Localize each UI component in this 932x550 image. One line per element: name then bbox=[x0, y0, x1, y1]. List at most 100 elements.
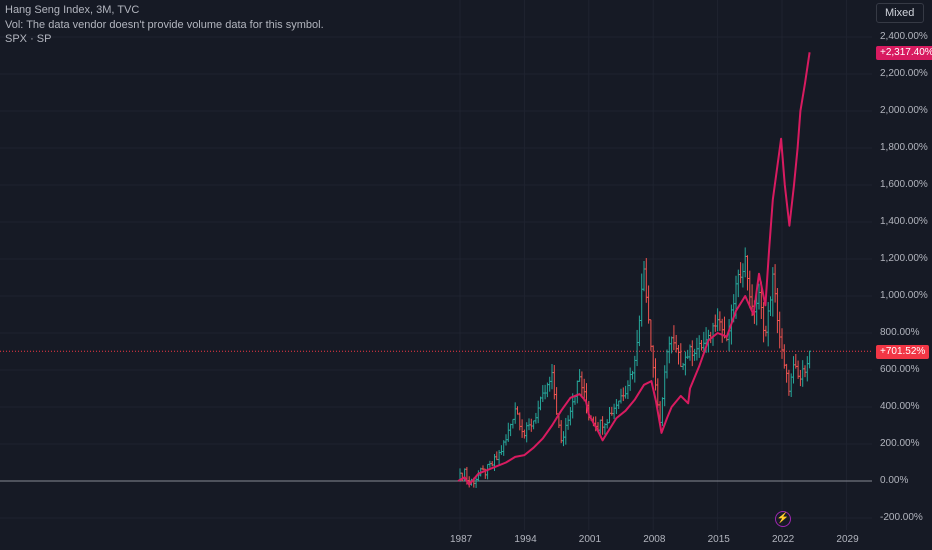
ohlc-bar bbox=[633, 355, 637, 383]
legend-compare-symbol[interactable]: SPX · SP bbox=[5, 33, 52, 45]
y-tick-label: 2,400.00% bbox=[880, 31, 928, 42]
ohlc-bar bbox=[801, 360, 805, 387]
ohlc-bar bbox=[647, 285, 651, 324]
ohlc-bar bbox=[660, 397, 664, 426]
ohlc-bar bbox=[778, 311, 782, 349]
ohlc-bar bbox=[610, 406, 614, 416]
ohlc-bar bbox=[499, 445, 503, 455]
scale-mode-button[interactable]: Mixed bbox=[876, 3, 924, 23]
ohlc-bar bbox=[559, 420, 563, 444]
ohlc-bar bbox=[506, 422, 510, 442]
y-tick-label: 800.00% bbox=[880, 327, 920, 338]
lightning-icon[interactable]: ⚡ bbox=[775, 511, 791, 527]
y-tick-label: 0.00% bbox=[880, 475, 909, 486]
spx-line bbox=[457, 52, 811, 486]
spx-line-group bbox=[457, 52, 811, 486]
ohlc-bar bbox=[672, 325, 676, 351]
ohlc-bar bbox=[743, 247, 747, 278]
hang-seng-bars bbox=[458, 247, 812, 488]
grid bbox=[0, 0, 872, 530]
ohlc-bar bbox=[522, 429, 526, 439]
ohlc-bar bbox=[635, 329, 639, 367]
ohlc-bar bbox=[529, 418, 533, 432]
x-tick-label: 2001 bbox=[578, 534, 602, 545]
ohlc-bar bbox=[764, 325, 768, 337]
ohlc-bar bbox=[564, 417, 568, 445]
x-tick-label: 2029 bbox=[836, 534, 859, 545]
current-price-badge: +701.52% bbox=[876, 345, 930, 359]
ohlc-bar bbox=[718, 311, 722, 331]
ohlc-bar bbox=[773, 264, 777, 303]
ohlc-bar bbox=[674, 334, 678, 353]
ohlc-bar bbox=[488, 460, 492, 468]
ohlc-bar bbox=[617, 400, 621, 409]
ohlc-bar bbox=[762, 302, 766, 343]
ohlc-bar bbox=[700, 340, 703, 351]
ohlc-bar bbox=[805, 356, 809, 382]
ohlc-bar bbox=[568, 407, 572, 426]
ohlc-bar bbox=[566, 415, 570, 430]
y-tick-label: 600.00% bbox=[880, 364, 920, 375]
x-tick-label: 2008 bbox=[643, 534, 666, 545]
ohlc-bar bbox=[575, 380, 579, 404]
ohlc-bar bbox=[697, 335, 701, 358]
x-tick-label: 1994 bbox=[514, 534, 537, 545]
ohlc-bar bbox=[527, 418, 531, 431]
legend-volume-note: Vol: The data vendor doesn't provide vol… bbox=[5, 19, 324, 31]
ohlc-bar bbox=[580, 371, 584, 398]
y-tick-label: 1,600.00% bbox=[880, 179, 928, 190]
ohlc-bar bbox=[654, 358, 657, 391]
x-tick-label: 2022 bbox=[772, 534, 795, 545]
ohlc-bar bbox=[665, 349, 669, 379]
ohlc-bar bbox=[550, 363, 554, 390]
ohlc-bar bbox=[736, 269, 740, 298]
ohlc-bar bbox=[677, 344, 680, 365]
ohlc-bar bbox=[539, 396, 542, 411]
ohlc-bar bbox=[612, 403, 616, 420]
ohlc-bar bbox=[486, 463, 490, 480]
ohlc-bar bbox=[798, 370, 802, 387]
ohlc-bar bbox=[741, 263, 745, 288]
ohlc-bar bbox=[608, 407, 611, 424]
spx-price-badge: +2,317.40% bbox=[876, 46, 932, 60]
ohlc-bar bbox=[509, 423, 513, 437]
y-tick-label: 1,800.00% bbox=[880, 142, 928, 153]
y-tick-label: 200.00% bbox=[880, 438, 920, 449]
ohlc-bar bbox=[663, 365, 667, 407]
ohlc-bar bbox=[532, 420, 536, 430]
ohlc-bar bbox=[548, 376, 552, 392]
ohlc-bar bbox=[746, 255, 749, 291]
ohlc-bar bbox=[513, 402, 517, 424]
ohlc-bar bbox=[578, 369, 582, 382]
ohlc-bar bbox=[536, 400, 540, 424]
ohlc-bar bbox=[626, 380, 630, 400]
y-tick-label: 400.00% bbox=[880, 401, 920, 412]
x-tick-label: 1987 bbox=[450, 534, 473, 545]
y-tick-label: 1,400.00% bbox=[880, 216, 928, 227]
ohlc-bar bbox=[534, 412, 538, 424]
reference-lines bbox=[0, 350, 872, 482]
ohlc-bar bbox=[651, 345, 655, 378]
y-tick-label: -200.00% bbox=[880, 512, 923, 523]
y-tick-label: 2,200.00% bbox=[880, 68, 928, 79]
ohlc-bar bbox=[720, 318, 724, 343]
ohlc-bar bbox=[739, 262, 743, 284]
ohlc-bar bbox=[520, 419, 524, 438]
ohlc-bar bbox=[555, 387, 559, 415]
ohlc-bar bbox=[624, 385, 628, 399]
ohlc-bar bbox=[511, 418, 515, 429]
ohlc-bar bbox=[713, 314, 717, 332]
legend-symbol[interactable]: Hang Seng Index, 3M, TVC bbox=[5, 4, 140, 16]
ohlc-bar bbox=[543, 384, 547, 400]
ohlc-bar bbox=[803, 365, 807, 378]
ohlc-bar bbox=[766, 302, 770, 347]
ohlc-bar bbox=[686, 349, 690, 360]
ohlc-bar bbox=[631, 370, 634, 380]
ohlc-bar bbox=[681, 362, 685, 370]
ohlc-bar bbox=[601, 416, 605, 435]
ohlc-bar bbox=[605, 419, 609, 429]
ohlc-bar bbox=[787, 369, 791, 396]
ohlc-bar bbox=[775, 288, 779, 334]
